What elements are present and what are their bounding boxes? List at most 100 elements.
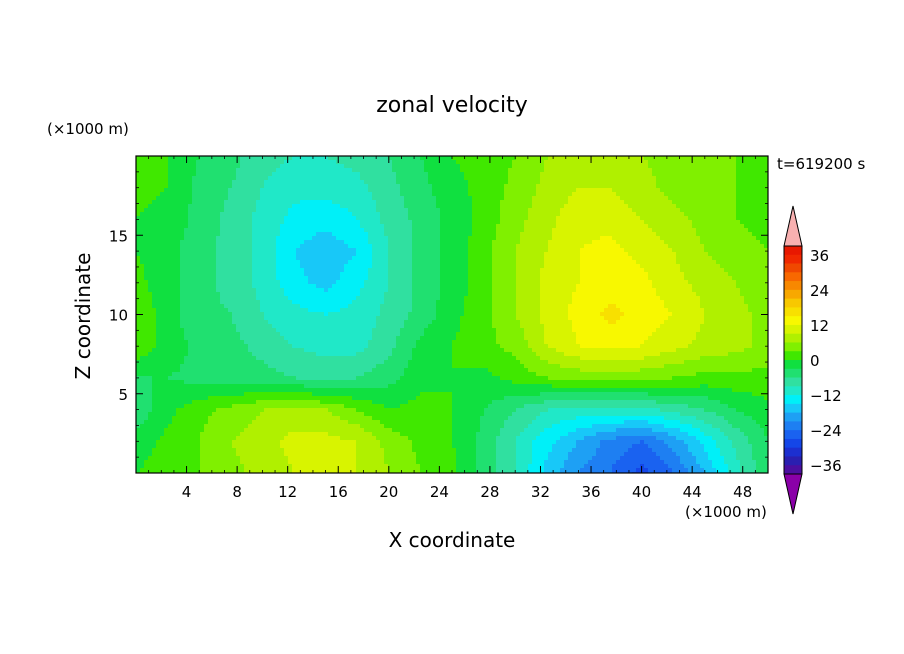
field-cell [408,252,413,257]
field-cell [452,176,457,181]
field-cell [760,184,765,189]
field-cell [648,200,653,205]
field-cell [164,176,169,181]
field-cell [328,216,333,221]
field-cell [464,196,469,201]
field-cell [264,196,269,201]
field-cell [696,248,701,253]
field-cell [376,224,381,229]
field-cell [220,264,225,269]
field-cell [296,224,301,229]
field-cell [392,156,397,161]
field-cell [572,160,577,165]
field-cell [580,240,585,245]
field-cell [700,184,705,189]
field-cell [636,208,641,213]
field-cell [532,192,537,197]
field-cell [664,160,669,165]
field-cell [284,280,289,285]
field-cell [408,256,413,261]
field-cell [400,160,405,165]
field-cell [504,216,509,221]
field-cell [136,200,141,205]
field-cell [168,244,173,249]
field-cell [308,236,313,241]
field-cell [464,220,469,225]
field-cell [576,216,581,221]
field-cell [168,264,173,269]
field-cell [140,184,145,189]
field-cell [392,200,397,205]
field-cell [568,168,573,173]
field-cell [584,188,589,193]
field-cell [140,236,145,241]
field-cell [364,204,369,209]
field-cell [220,212,225,217]
field-cell [164,268,169,273]
field-cell [552,172,557,177]
field-cell [592,168,597,173]
field-cell [648,168,653,173]
field-cell [480,208,485,213]
field-cell [252,232,257,237]
field-cell [556,188,561,193]
field-cell [764,248,768,253]
field-cell [536,176,541,181]
field-cell [552,156,557,161]
field-cell [156,180,161,185]
field-cell [688,156,693,161]
field-cell [764,236,768,241]
field-cell [268,180,273,185]
field-cell [536,156,541,161]
field-cell [376,272,381,277]
field-cell [692,240,697,245]
field-cell [560,276,565,281]
field-cell [444,188,449,193]
field-cell [240,180,245,185]
field-cell [372,160,377,165]
field-cell [596,260,601,265]
field-cell [368,280,373,285]
field-cell [732,252,737,257]
field-cell [524,168,529,173]
field-cell [516,204,521,209]
field-cell [192,260,197,265]
field-cell [420,260,425,265]
field-cell [700,248,705,253]
field-cell [488,240,493,245]
field-cell [696,244,701,249]
field-cell [468,276,473,281]
field-cell [592,176,597,181]
field-cell [696,256,701,261]
field-cell [176,276,181,281]
field-cell [504,180,509,185]
field-cell [496,248,501,253]
field-cell [532,188,537,193]
field-cell [140,244,145,249]
field-cell [232,168,237,173]
field-cell [416,200,421,205]
field-cell [148,268,153,273]
field-cell [372,212,377,217]
field-cell [652,244,657,249]
field-cell [212,240,217,245]
field-cell [324,216,329,221]
field-cell [320,216,325,221]
field-cell [268,220,273,225]
field-cell [444,212,449,217]
field-cell [484,204,489,209]
field-cell [196,280,201,285]
field-cell [324,200,329,205]
field-cell [356,236,361,241]
field-cell [456,176,461,181]
field-cell [336,228,341,233]
field-cell [548,160,553,165]
field-cell [436,264,441,269]
field-cell [216,280,221,285]
field-cell [260,240,265,245]
field-cell [764,196,768,201]
field-cell [528,240,533,245]
field-cell [228,188,233,193]
field-cell [636,252,641,257]
field-cell [492,260,497,265]
